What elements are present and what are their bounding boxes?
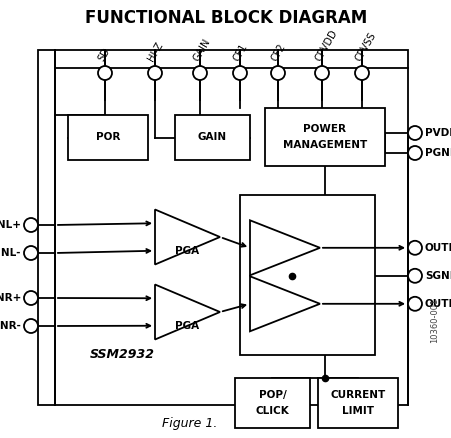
Text: POWER: POWER — [303, 124, 346, 134]
Circle shape — [232, 66, 246, 80]
Text: LIMIT: LIMIT — [341, 406, 373, 416]
Bar — [235, 378, 309, 428]
Circle shape — [24, 319, 38, 333]
Text: 10360-001: 10360-001 — [429, 297, 438, 343]
Polygon shape — [249, 276, 319, 331]
Text: GAIN: GAIN — [198, 133, 226, 142]
Text: GAIN: GAIN — [191, 37, 212, 63]
Text: FUNCTIONAL BLOCK DIAGRAM: FUNCTIONAL BLOCK DIAGRAM — [85, 9, 366, 27]
Circle shape — [147, 66, 161, 80]
Bar — [318, 378, 397, 428]
Text: PGND: PGND — [424, 148, 451, 158]
Text: Figure 1.: Figure 1. — [162, 417, 217, 430]
Circle shape — [193, 66, 207, 80]
Text: POP/: POP/ — [258, 390, 286, 400]
Text: OUTL: OUTL — [424, 299, 451, 309]
Text: HI-Z: HI-Z — [146, 40, 165, 63]
Circle shape — [407, 269, 421, 283]
Text: POR: POR — [96, 133, 120, 142]
Text: PVDD: PVDD — [424, 128, 451, 138]
Text: INL+: INL+ — [0, 220, 21, 230]
Bar — [239, 195, 374, 355]
Circle shape — [314, 66, 328, 80]
Text: SD: SD — [96, 46, 112, 63]
Text: MANAGEMENT: MANAGEMENT — [282, 140, 366, 150]
Circle shape — [354, 66, 368, 80]
Circle shape — [24, 246, 38, 260]
Circle shape — [407, 146, 421, 160]
Circle shape — [271, 66, 285, 80]
Text: CURRENT: CURRENT — [330, 390, 385, 400]
Text: OUTR: OUTR — [424, 243, 451, 253]
Text: INR-: INR- — [0, 321, 21, 331]
Polygon shape — [249, 220, 319, 276]
Text: CF1: CF1 — [231, 42, 249, 63]
Text: PGA: PGA — [175, 321, 199, 331]
Text: CPVSS: CPVSS — [353, 31, 377, 63]
Bar — [68, 115, 147, 160]
Circle shape — [24, 291, 38, 305]
Text: CLICK: CLICK — [255, 406, 289, 416]
Circle shape — [407, 126, 421, 140]
Text: INL-: INL- — [0, 248, 21, 258]
Circle shape — [407, 297, 421, 311]
Text: CPVDD: CPVDD — [313, 28, 339, 63]
Text: INR+: INR+ — [0, 293, 21, 303]
Bar — [38, 50, 407, 405]
Circle shape — [24, 218, 38, 232]
Circle shape — [407, 241, 421, 255]
Text: SGND: SGND — [424, 271, 451, 281]
Bar — [175, 115, 249, 160]
Polygon shape — [155, 285, 220, 339]
Circle shape — [98, 66, 112, 80]
Text: PGA: PGA — [175, 246, 199, 256]
Polygon shape — [155, 209, 220, 265]
Text: SSM2932: SSM2932 — [90, 349, 155, 361]
Bar — [264, 108, 384, 166]
Text: CF2: CF2 — [269, 42, 287, 63]
